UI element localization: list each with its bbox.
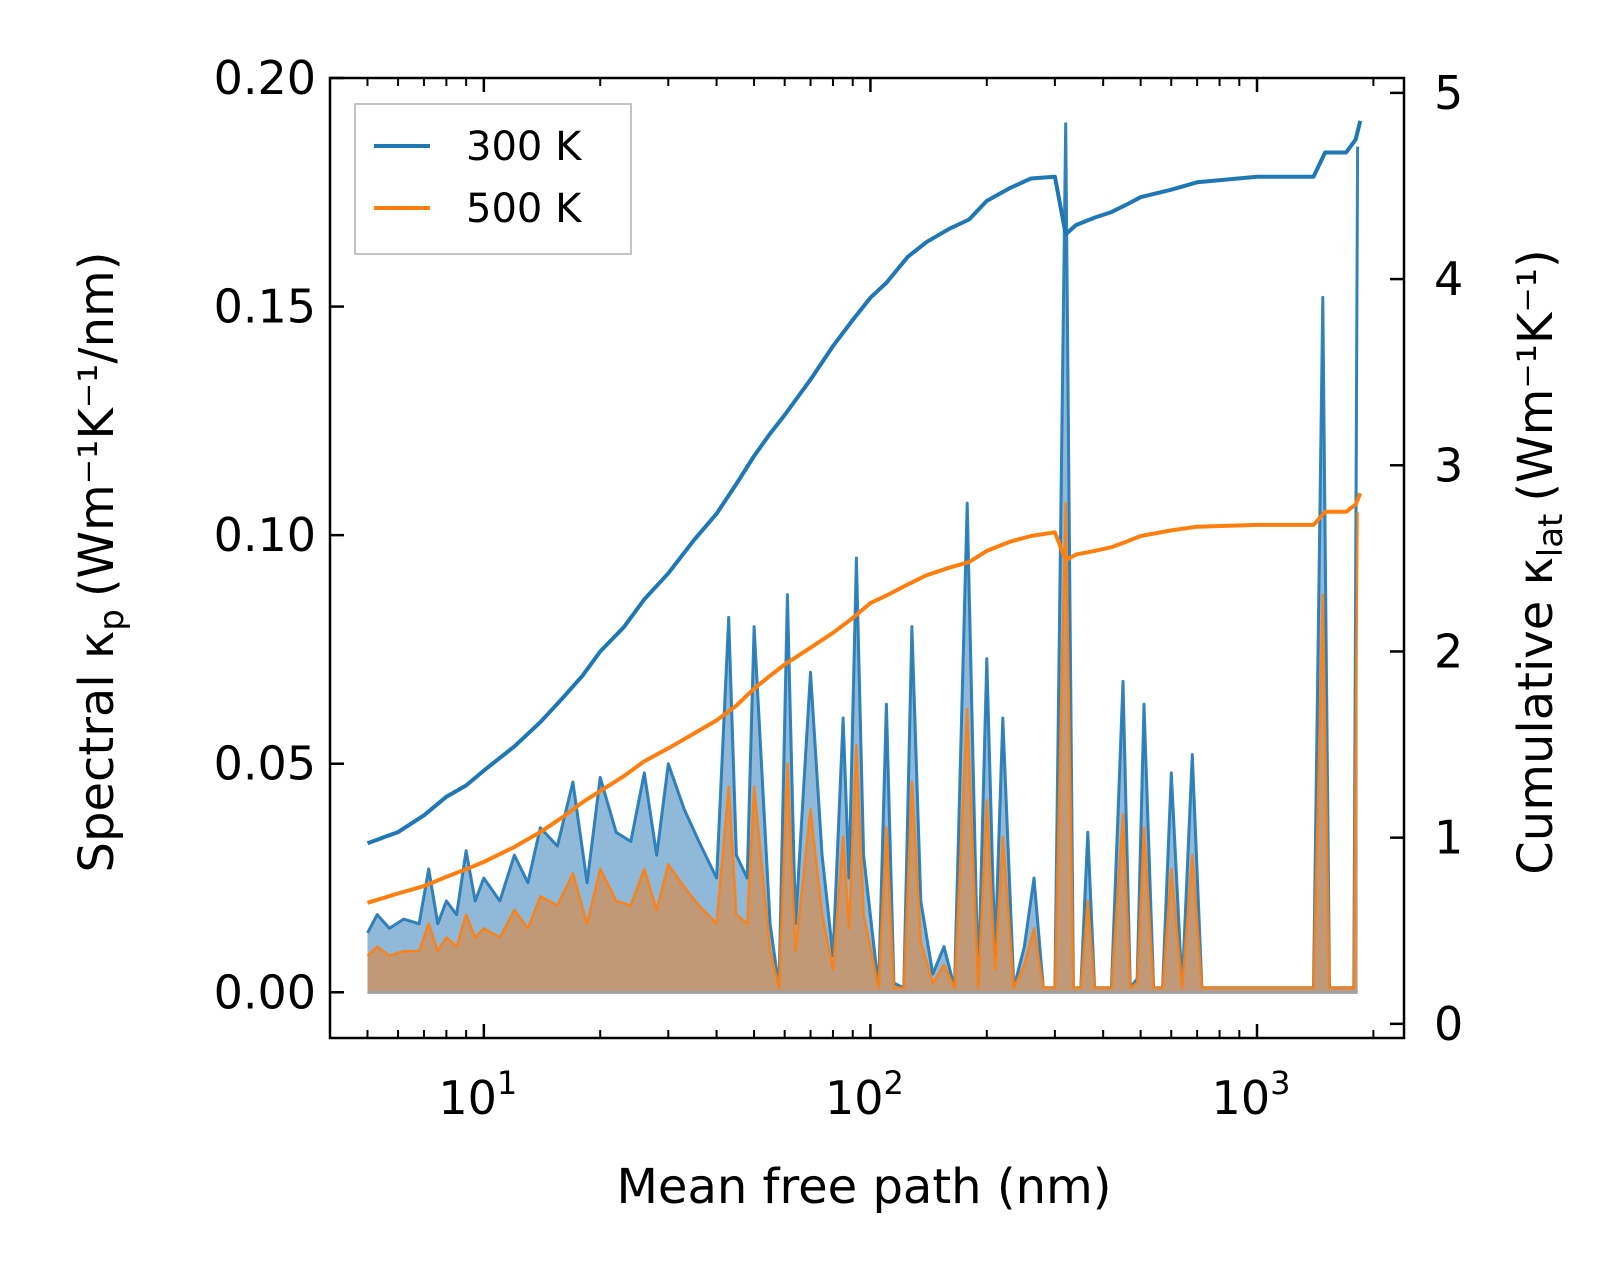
y-right-tick-label: 1 [1434, 811, 1463, 865]
y-right-tick-label: 5 [1434, 66, 1463, 120]
spectral-fill-layer [366, 122, 1360, 994]
cumulative-line-300k [366, 120, 1363, 846]
y-left-tick-label: 0.15 [214, 280, 316, 334]
axes-layer: 101 102 103 0.00 0.05 0.10 0.15 0.20 0 1 2 3 4 5 [214, 51, 1464, 1125]
y-left-tick-label: 0.05 [214, 737, 316, 791]
y-axis-label-left: Spectral κp(Wm⁻¹K⁻¹/nm) [69, 252, 132, 873]
legend: 300 K 500 K [354, 103, 632, 255]
legend-label-500k: 500 K [466, 186, 583, 232]
y-left-tick-label: 0.10 [214, 508, 316, 562]
spectral-line-500k [366, 501, 1359, 989]
legend-box [354, 103, 632, 255]
y-right-tick-label: 3 [1434, 438, 1463, 492]
y-right-tick-label: 0 [1434, 997, 1463, 1051]
y-right-tick-label: 4 [1434, 252, 1463, 306]
x-tick-label: 103 [1212, 1064, 1291, 1125]
y-left-tick-label: 0.20 [214, 51, 316, 105]
series-line-layer [366, 120, 1363, 905]
plot-frame [328, 76, 1406, 1040]
y-axis-label-right: Cumulative κlat(Wm⁻¹K⁻¹) [1508, 249, 1571, 874]
x-tick-label: 102 [825, 1064, 904, 1125]
y-right-tick-label: 2 [1434, 624, 1463, 678]
x-axis-label: Mean free path (nm) [617, 1159, 1112, 1215]
x-tick-label: 101 [438, 1064, 517, 1125]
cumulative-line-500k [366, 492, 1363, 905]
legend-label-300k: 300 K [466, 124, 583, 170]
y-left-tick-label: 0.00 [214, 965, 316, 1019]
spectral-area-500k [367, 503, 1358, 993]
